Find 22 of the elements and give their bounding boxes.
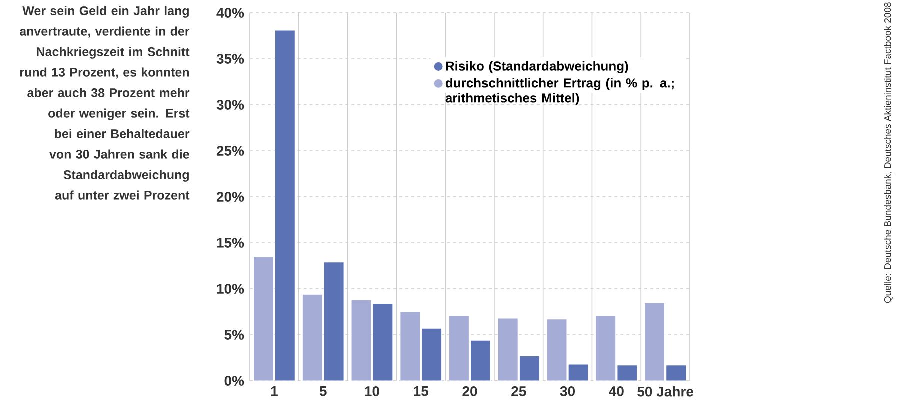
text: Wer sein Geld ein Jahr lang anvertraute, verdiente in der Nachkriegszeit im Schnitt rund 13 Prozent, es konnten aber auch 38 Prozent mehr oder weniger sein. Erst bei einer Behaltedauer von 30 Jahren sank die Standardabweichung auf unter zwei Prozent [20, 6, 190, 200]
x-tick-label: 25 [512, 386, 526, 396]
y-tick-label: 30% [216, 100, 244, 110]
y-tick-label: 25% [216, 146, 244, 156]
legend-label: Risiko (Standardabweichung) [446, 61, 628, 74]
y-tick-label: 20% [216, 192, 244, 202]
x-tick-label: 20 [462, 386, 478, 396]
x-tick-label: 10 [365, 386, 380, 396]
x-tick-label: 30 [560, 386, 575, 396]
y-tick-label: 5% [224, 330, 244, 340]
y-tick-label: 40% [216, 8, 244, 18]
x-tick-label: 5 [320, 386, 327, 396]
x-tick-label: 40 [609, 386, 624, 396]
x-tick-label: 1 [271, 386, 278, 396]
x-tick-label: 15 [414, 386, 429, 396]
x-tick-label: 50 Jahre [638, 386, 694, 397]
source-note: Quelle: Deutsche Bundesbank, Deutsches Aktieninstitut Factbook 2008 [884, 2, 893, 304]
y-tick-label: 15% [217, 238, 244, 248]
legend-label: durchschnittlicher Ertrag (in % p. a.; arithmetisches Mittel) [446, 78, 674, 106]
y-tick-label: 10% [217, 284, 244, 294]
y-tick-label: 0% [224, 376, 244, 386]
y-tick-label: 35% [216, 54, 244, 64]
